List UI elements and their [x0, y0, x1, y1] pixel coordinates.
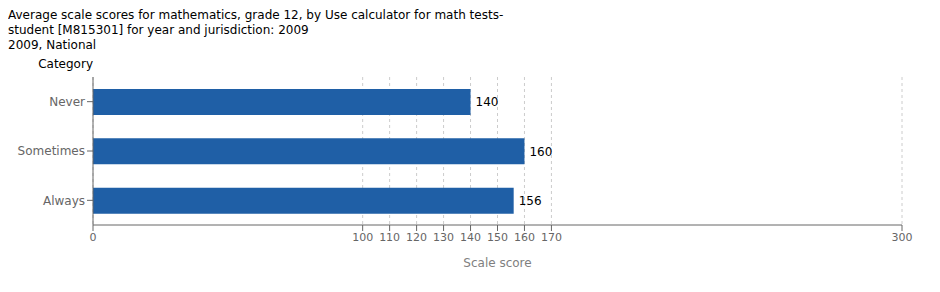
html-text:Category: Category [38, 57, 93, 71]
svg-text:0: 0 [90, 231, 97, 244]
svg-text:170: 170 [541, 231, 562, 244]
svg-text:156: 156 [519, 194, 542, 208]
svg-text:160: 160 [514, 231, 535, 244]
html-text:Average scale scores for mathe: Average scale scores for mathematics, gr… [8, 8, 504, 22]
svg-text:150: 150 [487, 231, 508, 244]
svg-text:Sometimes: Sometimes [18, 144, 85, 158]
svg-text:Never: Never [49, 95, 85, 109]
html-text:student [M815301] for year and: student [M815301] for year and jurisdict… [8, 23, 309, 37]
svg-text:120: 120 [406, 231, 427, 244]
svg-text:160: 160 [529, 145, 552, 159]
svg-text:300: 300 [892, 231, 913, 244]
svg-text:130: 130 [433, 231, 454, 244]
html-text:2009, National: 2009, National [8, 38, 97, 52]
svg-text:140: 140 [460, 231, 481, 244]
svg-text:Always: Always [43, 194, 85, 208]
svg-text:110: 110 [379, 231, 400, 244]
svg-text:140: 140 [476, 95, 499, 109]
svg-text:100: 100 [352, 231, 373, 244]
svg-text:Scale score: Scale score [463, 256, 531, 270]
